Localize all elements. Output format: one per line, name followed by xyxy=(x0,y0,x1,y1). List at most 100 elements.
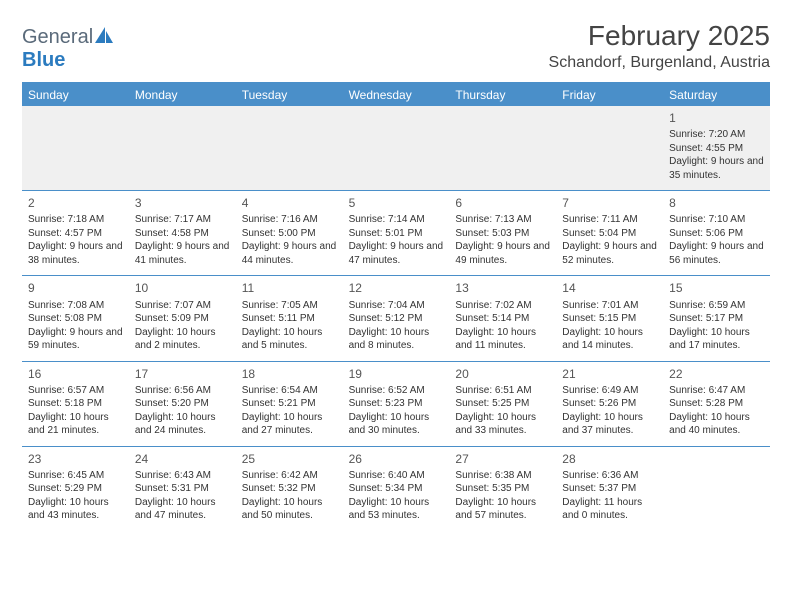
daylight-text: Daylight: 10 hours and 53 minutes. xyxy=(349,496,444,523)
day-number: 15 xyxy=(669,280,764,296)
day-number: 27 xyxy=(455,451,550,467)
sunrise-text: Sunrise: 6:57 AM xyxy=(28,384,123,398)
page-header: GeneralBlue February 2025 Schandorf, Bur… xyxy=(22,20,770,72)
day-number: 17 xyxy=(135,366,230,382)
sunset-text: Sunset: 5:04 PM xyxy=(562,227,657,241)
sunset-text: Sunset: 5:32 PM xyxy=(242,482,337,496)
sunrise-text: Sunrise: 7:11 AM xyxy=(562,213,657,227)
day-number: 18 xyxy=(242,366,337,382)
weekday-col: Saturday xyxy=(663,84,770,106)
sunrise-text: Sunrise: 7:16 AM xyxy=(242,213,337,227)
weekday-col: Friday xyxy=(556,84,663,106)
sunset-text: Sunset: 5:08 PM xyxy=(28,312,123,326)
calendar-cell: 25 Sunrise: 6:42 AMSunset: 5:32 PMDayligh… xyxy=(236,446,343,531)
sunset-text: Sunset: 5:23 PM xyxy=(349,397,444,411)
sunrise-text: Sunrise: 7:05 AM xyxy=(242,299,337,313)
sunrise-text: Sunrise: 6:45 AM xyxy=(28,469,123,483)
day-number: 20 xyxy=(455,366,550,382)
title-block: February 2025 Schandorf, Burgenland, Aus… xyxy=(549,20,770,72)
daylight-text: Daylight: 9 hours and 59 minutes. xyxy=(28,326,123,353)
day-number: 8 xyxy=(669,195,764,211)
calendar-cell: 12Sunrise: 7:04 AMSunset: 5:12 PMDayligh… xyxy=(343,275,450,360)
daylight-text: Daylight: 10 hours and 27 minutes. xyxy=(242,411,337,438)
sunset-text: Sunset: 5:14 PM xyxy=(455,312,550,326)
calendar-cell: 2Sunrise: 7:18 AMSunset: 4:57 PMDaylight… xyxy=(22,190,129,275)
sunset-text: Sunset: 5:21 PM xyxy=(242,397,337,411)
calendar-cell: 14Sunrise: 7:01 AMSunset: 5:15 PMDayligh… xyxy=(556,275,663,360)
day-number: 28 xyxy=(562,451,657,467)
month-title: February 2025 xyxy=(549,20,770,52)
sunset-text: Sunset: 5:35 PM xyxy=(455,482,550,496)
weekday-header: Sunday Monday Tuesday Wednesday Thursday… xyxy=(22,84,770,106)
day-number: 6 xyxy=(455,195,550,211)
brand-text: GeneralBlue xyxy=(22,26,113,72)
daylight-text: Daylight: 9 hours and 35 minutes. xyxy=(669,155,764,182)
calendar-cell: 16Sunrise: 6:57 AMSunset: 5:18 PMDayligh… xyxy=(22,361,129,446)
daylight-text: Daylight: 10 hours and 30 minutes. xyxy=(349,411,444,438)
weekday-col: Wednesday xyxy=(343,84,450,106)
sunset-text: Sunset: 5:17 PM xyxy=(669,312,764,326)
calendar-cell: 9Sunrise: 7:08 AMSunset: 5:08 PMDaylight… xyxy=(22,275,129,360)
sunrise-text: Sunrise: 7:02 AM xyxy=(455,299,550,313)
calendar-cell: 10Sunrise: 7:07 AMSunset: 5:09 PMDayligh… xyxy=(129,275,236,360)
day-number: 21 xyxy=(562,366,657,382)
day-number: 12 xyxy=(349,280,444,296)
calendar-cell: 4Sunrise: 7:16 AMSunset: 5:00 PMDaylight… xyxy=(236,190,343,275)
day-number: 23 xyxy=(28,451,123,467)
sunset-text: Sunset: 5:09 PM xyxy=(135,312,230,326)
day-number: 11 xyxy=(242,280,337,296)
sunrise-text: Sunrise: 7:10 AM xyxy=(669,213,764,227)
calendar-cell xyxy=(343,106,450,190)
weekday-col: Tuesday xyxy=(236,84,343,106)
sunrise-text: Sunrise: 6:52 AM xyxy=(349,384,444,398)
weekday-col: Sunday xyxy=(22,84,129,106)
sunset-text: Sunset: 5:11 PM xyxy=(242,312,337,326)
day-number: 2 xyxy=(28,195,123,211)
sunrise-text: Sunrise: 7:13 AM xyxy=(455,213,550,227)
brand-part2: Blue xyxy=(22,49,65,71)
brand-part1: General xyxy=(22,26,93,48)
sunset-text: Sunset: 5:29 PM xyxy=(28,482,123,496)
sunset-text: Sunset: 5:00 PM xyxy=(242,227,337,241)
sunset-text: Sunset: 5:15 PM xyxy=(562,312,657,326)
sunset-text: Sunset: 5:26 PM xyxy=(562,397,657,411)
sunset-text: Sunset: 5:25 PM xyxy=(455,397,550,411)
day-number: 24 xyxy=(135,451,230,467)
day-number: 22 xyxy=(669,366,764,382)
calendar-cell: 11 Sunrise: 7:05 AMSunset: 5:11 PMDayligh… xyxy=(236,275,343,360)
day-number: 16 xyxy=(28,366,123,382)
calendar-cell: 5Sunrise: 7:14 AMSunset: 5:01 PMDaylight… xyxy=(343,190,450,275)
day-number: 13 xyxy=(455,280,550,296)
daylight-text: Daylight: 10 hours and 5 minutes. xyxy=(242,326,337,353)
sunrise-text: Sunrise: 6:54 AM xyxy=(242,384,337,398)
daylight-text: Daylight: 9 hours and 52 minutes. xyxy=(562,240,657,267)
day-number: 26 xyxy=(349,451,444,467)
day-number: 7 xyxy=(562,195,657,211)
daylight-text: Daylight: 10 hours and 8 minutes. xyxy=(349,326,444,353)
calendar-cell xyxy=(663,446,770,531)
sunrise-text: Sunrise: 6:56 AM xyxy=(135,384,230,398)
daylight-text: Daylight: 10 hours and 21 minutes. xyxy=(28,411,123,438)
daylight-text: Daylight: 9 hours and 47 minutes. xyxy=(349,240,444,267)
calendar-cell: 1Sunrise: 7:20 AMSunset: 4:55 PMDaylight… xyxy=(663,106,770,190)
daylight-text: Daylight: 10 hours and 57 minutes. xyxy=(455,496,550,523)
sunrise-text: Sunrise: 6:49 AM xyxy=(562,384,657,398)
sunset-text: Sunset: 5:28 PM xyxy=(669,397,764,411)
sunset-text: Sunset: 4:57 PM xyxy=(28,227,123,241)
brand-logo: GeneralBlue xyxy=(22,20,113,72)
day-number: 5 xyxy=(349,195,444,211)
calendar-cell: 18 Sunrise: 6:54 AMSunset: 5:21 PMDayligh… xyxy=(236,361,343,446)
day-number: 25 xyxy=(242,451,337,467)
daylight-text: Daylight: 10 hours and 50 minutes. xyxy=(242,496,337,523)
daylight-text: Daylight: 10 hours and 11 minutes. xyxy=(455,326,550,353)
location-text: Schandorf, Burgenland, Austria xyxy=(549,54,770,72)
daylight-text: Daylight: 10 hours and 40 minutes. xyxy=(669,411,764,438)
sunset-text: Sunset: 5:34 PM xyxy=(349,482,444,496)
calendar-cell: 21Sunrise: 6:49 AMSunset: 5:26 PMDayligh… xyxy=(556,361,663,446)
calendar-cell xyxy=(449,106,556,190)
sunrise-text: Sunrise: 6:42 AM xyxy=(242,469,337,483)
day-number: 19 xyxy=(349,366,444,382)
calendar-cell: 20Sunrise: 6:51 AMSunset: 5:25 PMDayligh… xyxy=(449,361,556,446)
sunrise-text: Sunrise: 6:47 AM xyxy=(669,384,764,398)
sunrise-text: Sunrise: 7:14 AM xyxy=(349,213,444,227)
